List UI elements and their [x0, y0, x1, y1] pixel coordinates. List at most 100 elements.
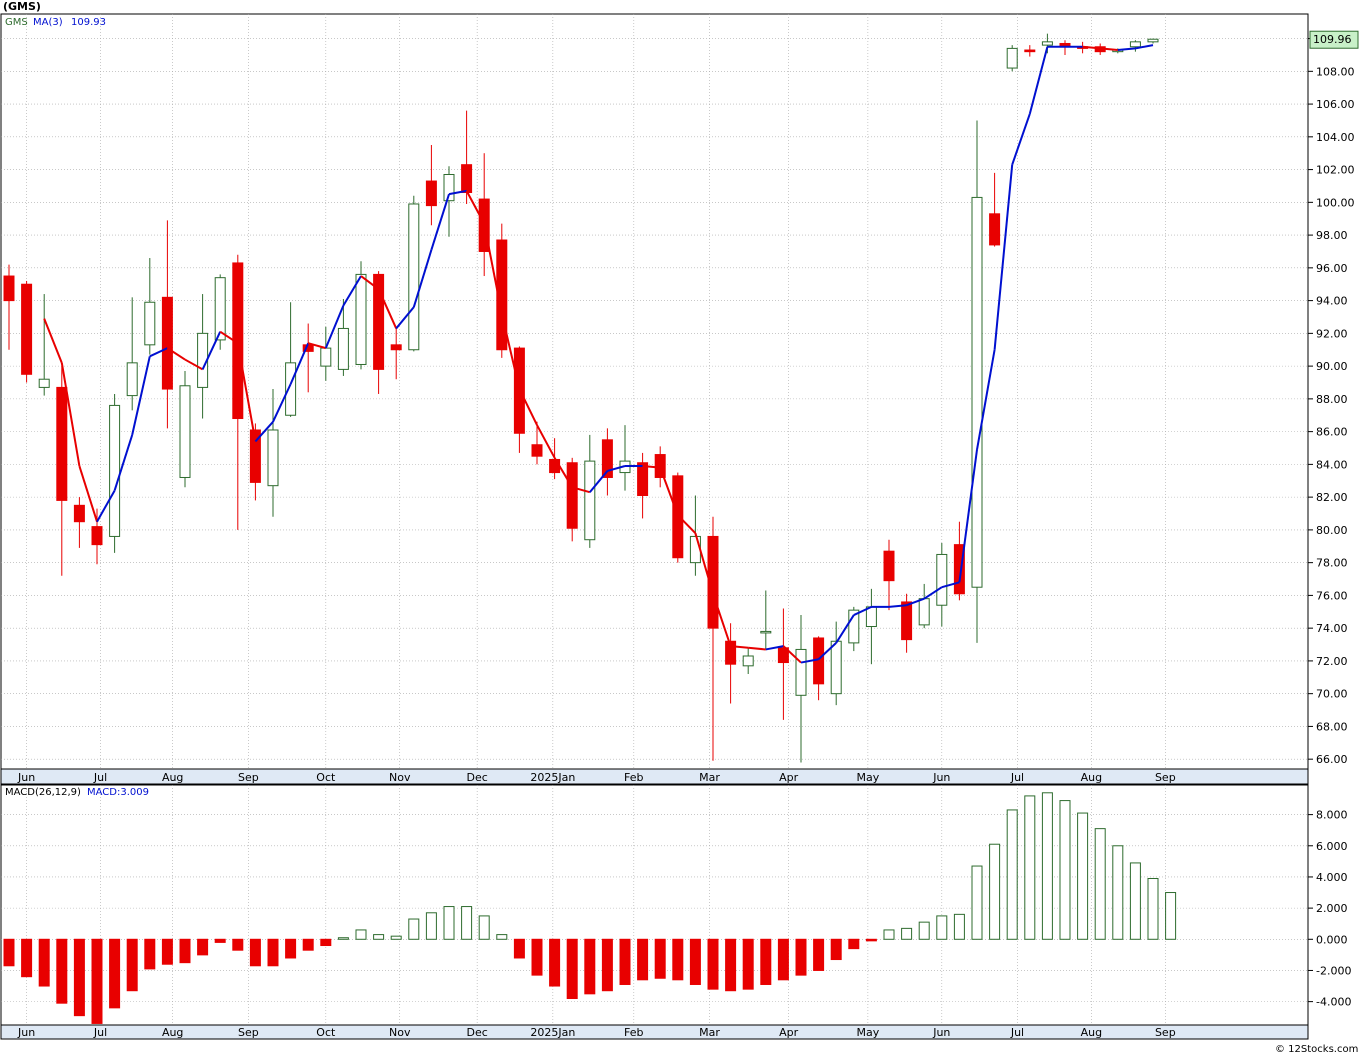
month-label: Jul — [93, 1026, 107, 1039]
macd-bar — [126, 938, 138, 992]
ma-segment — [941, 581, 960, 589]
candle-body — [21, 283, 33, 375]
macd-bar — [813, 938, 825, 971]
macd-bar — [425, 912, 437, 940]
month-label: Sep — [1155, 771, 1176, 784]
macd-bar — [601, 938, 613, 992]
month-label: Sep — [238, 771, 259, 784]
chart-title: (GMS) — [3, 0, 41, 13]
month-label: Aug — [162, 771, 183, 784]
month-label: Feb — [624, 771, 643, 784]
price-month-labels: Jun Jul Aug Sep Oct Nov Dec 2025Jan Feb Mar Apr May… — [17, 771, 1176, 784]
macd-tick-label: -4.000 — [1316, 996, 1351, 1009]
macd-bar — [91, 938, 103, 1024]
macd-tick-label: 4.000 — [1316, 871, 1348, 884]
month-label: May — [857, 771, 880, 784]
ma-segment — [113, 434, 134, 491]
macd-bar — [408, 918, 420, 940]
candle-body — [725, 640, 737, 665]
ma-segment — [748, 646, 766, 651]
ma-segment — [993, 164, 1014, 350]
ma-segment — [272, 383, 292, 423]
ma-segment — [923, 586, 943, 600]
moving-average-line — [43, 44, 1154, 664]
candle-body — [742, 655, 754, 667]
macd-bar — [1094, 828, 1106, 940]
last-price-marker: 109.96 — [1309, 30, 1359, 49]
candle-body — [91, 526, 103, 546]
candle-body — [56, 386, 68, 501]
ma-segment — [553, 457, 574, 488]
footer-credit: © 12Stocks.com — [1275, 1044, 1358, 1055]
ma-value: 109.93 — [71, 17, 106, 28]
macd-bar — [1112, 845, 1124, 940]
month-label: Feb — [624, 1026, 643, 1039]
candle-body — [936, 553, 948, 606]
ma-segment — [817, 642, 837, 661]
price-y-axis: 66.00 68.00 70.00 72.00 74.00 76.00 78.00 80.00… — [1308, 33, 1355, 766]
macd-bar — [1165, 892, 1177, 940]
macd-bar — [513, 938, 525, 959]
candle-body — [267, 429, 279, 487]
price-tick-label: 78.00 — [1316, 557, 1348, 570]
last-price-box — [1309, 30, 1359, 49]
price-tick-label: 74.00 — [1316, 622, 1348, 635]
ma-segment — [166, 347, 186, 361]
candle-body — [689, 535, 701, 564]
price-tick-label: 94.00 — [1316, 295, 1348, 308]
macd-title: MACD(26,12,9) — [5, 787, 81, 798]
macd-bar — [760, 938, 772, 985]
price-tick-label: 102.00 — [1316, 164, 1355, 177]
ma-segment — [254, 421, 274, 443]
candle-body — [109, 404, 121, 537]
month-label: 2025Jan — [530, 771, 575, 784]
macd-tick-label: -2.000 — [1316, 964, 1351, 977]
price-tick-label: 106.00 — [1316, 98, 1355, 111]
ma-segment — [853, 605, 872, 616]
month-label: Jun — [17, 1026, 35, 1039]
month-label: Dec — [467, 1026, 488, 1039]
candle-body — [584, 460, 596, 541]
month-label: Apr — [779, 771, 799, 784]
month-label: Nov — [389, 1026, 411, 1039]
candle-body — [777, 647, 789, 664]
macd-bar — [161, 938, 173, 965]
macd-bar — [302, 938, 314, 951]
candle-body — [760, 630, 772, 634]
candle-body — [443, 173, 455, 202]
macd-bar — [637, 938, 649, 981]
macd-bar — [777, 938, 789, 981]
candle-body — [531, 444, 543, 457]
price-panel: 66.00 68.00 70.00 72.00 74.00 76.00 78.00 80.00… — [0, 13, 1359, 770]
month-label: Aug — [1081, 771, 1102, 784]
ma-segment — [765, 645, 784, 651]
macd-bar — [1129, 862, 1141, 940]
ma-segment — [500, 313, 521, 390]
ma-segment — [589, 470, 609, 493]
macd-tick-label: 8.000 — [1316, 809, 1348, 822]
macd-bar — [936, 915, 948, 940]
macd-bar — [531, 938, 543, 976]
ma-segment — [131, 356, 151, 436]
ma-segment — [1100, 47, 1118, 52]
macd-bar — [249, 938, 261, 967]
month-label: Dec — [467, 771, 488, 784]
ma-segment — [694, 532, 714, 595]
month-label: 2025Jan — [530, 1026, 575, 1039]
ma-segment — [642, 465, 661, 469]
macd-bar — [953, 913, 965, 940]
ma-segment — [184, 358, 204, 371]
ma-segment — [60, 362, 81, 467]
ma-segment — [201, 331, 222, 370]
macd-bar — [1024, 795, 1036, 940]
price-tick-label: 98.00 — [1316, 229, 1348, 242]
candle-body — [830, 640, 842, 695]
macd-bar — [478, 915, 490, 940]
macd-bar — [232, 938, 244, 951]
ma-segment — [607, 465, 626, 472]
price-tick-label: 70.00 — [1316, 688, 1348, 701]
ma-segment — [906, 597, 925, 607]
macd-bar — [1006, 809, 1018, 940]
candle-body — [144, 301, 156, 346]
